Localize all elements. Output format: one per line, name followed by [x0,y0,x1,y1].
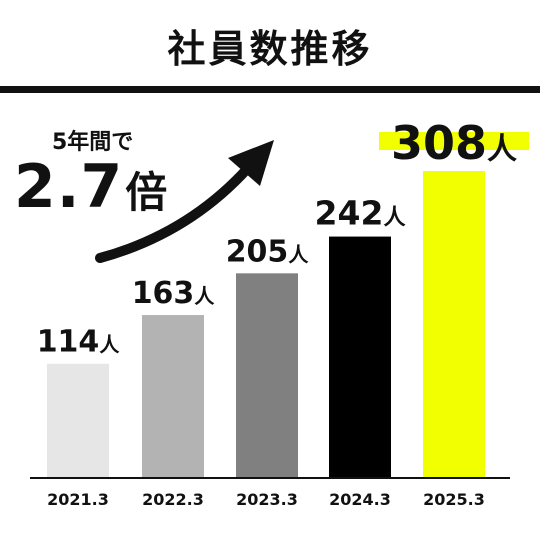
bar-2024.3 [329,236,391,477]
value-highlight [379,132,529,150]
title-divider [0,86,540,93]
growth-value: 2.7 [14,152,124,222]
page-title: 社員数推移 [167,27,373,71]
bar-value-label: 308人 [391,116,517,170]
bar-value-label: 205人 [226,234,310,269]
bar-2023.3 [236,273,298,477]
x-tick-label: 2023.3 [236,490,298,509]
x-tick-label: 2022.3 [142,490,204,509]
x-tick-label: 2025.3 [423,490,485,509]
bar-2025.3 [423,171,485,477]
growth-caption: 5年間で [52,130,134,155]
x-tick-label: 2021.3 [47,490,109,509]
bar-value-label: 163人 [132,276,216,311]
bar-value-label: 242人 [315,194,406,233]
growth-multiplier: 2.7倍 [14,152,167,222]
x-tick-label: 2024.3 [329,490,391,509]
bar-2022.3 [142,315,204,477]
bar-value-label: 114人 [37,325,121,360]
growth-unit: 倍 [125,168,168,217]
bar-2021.3 [47,363,109,477]
